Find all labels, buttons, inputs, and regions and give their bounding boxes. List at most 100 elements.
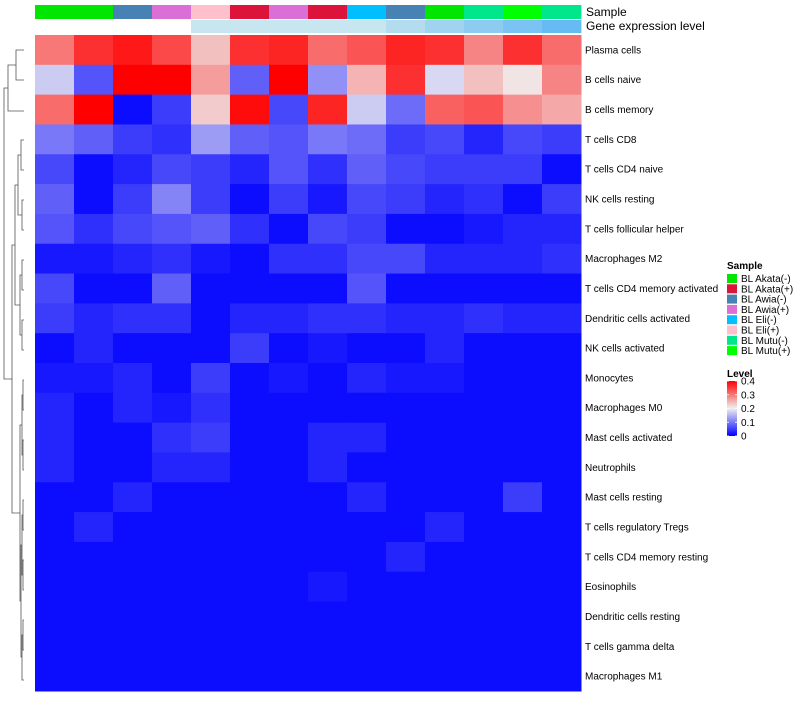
level-color-bar <box>727 381 737 436</box>
heatmap-cell <box>269 541 309 573</box>
heatmap-cell <box>425 154 465 185</box>
heatmap-cells <box>35 35 582 692</box>
heatmap-cell <box>503 94 543 125</box>
heatmap-cell <box>503 303 543 334</box>
heatmap-cell <box>230 303 270 334</box>
heatmap-cell <box>269 482 309 513</box>
heatmap-cell <box>152 124 192 155</box>
heatmap-cell <box>542 35 582 66</box>
heatmap-cell <box>35 124 75 155</box>
sample-annotation-cell <box>425 5 465 19</box>
heatmap-cell <box>191 422 231 453</box>
sample-legend-swatch <box>727 315 737 325</box>
heatmap-cell <box>191 94 231 125</box>
sample-legend-label: BL Awia(+) <box>741 305 789 316</box>
heatmap-cell <box>425 213 465 245</box>
row-label: T cells follicular helper <box>585 224 684 235</box>
heatmap-cell <box>386 452 426 483</box>
row-label: Eosinophils <box>585 582 636 593</box>
heatmap-cell <box>35 422 75 453</box>
heatmap-cell <box>152 35 192 66</box>
heatmap-cell <box>113 631 153 662</box>
heatmap-cell <box>464 363 504 394</box>
heatmap-cell <box>542 64 582 96</box>
sample-annotation-cell <box>308 5 348 19</box>
heatmap-cell <box>308 154 348 185</box>
heatmap-cell <box>269 422 309 453</box>
heatmap-cell <box>386 154 426 185</box>
heatmap-cell <box>503 35 543 66</box>
heatmap-cell <box>191 64 231 96</box>
heatmap-cell <box>347 273 387 304</box>
heatmap-cell <box>425 601 465 632</box>
heatmap-cell <box>74 363 114 394</box>
heatmap-cell <box>152 452 192 483</box>
sample-annotation-cell <box>113 5 153 19</box>
heatmap-cell <box>191 154 231 185</box>
heatmap-cell <box>152 333 192 364</box>
heatmap-cell <box>230 422 270 453</box>
heatmap-cell <box>542 661 582 692</box>
sample-legend-swatch <box>727 294 737 304</box>
heatmap-cell <box>35 243 75 275</box>
heatmap-cell <box>308 452 348 483</box>
heatmap-cell <box>269 35 309 66</box>
heatmap-cell <box>269 184 309 215</box>
sample-legend-swatch <box>727 325 737 335</box>
heatmap-cell <box>308 422 348 453</box>
heatmap-cell <box>230 124 270 155</box>
heatmap-cell <box>464 631 504 662</box>
legend: Sample BL Akata(-)BL Akata(+)BL Awia(-)B… <box>727 261 793 443</box>
heatmap-cell <box>113 363 153 394</box>
heatmap-cell <box>464 303 504 334</box>
level-legend-title: Level <box>727 369 753 380</box>
heatmap-cell <box>152 661 192 692</box>
row-label: T cells CD4 memory resting <box>585 552 708 563</box>
expression-annotation-cell <box>269 20 309 33</box>
heatmap-cell <box>74 243 114 275</box>
heatmap-cell <box>386 94 426 125</box>
heatmap-cell <box>503 64 543 96</box>
expression-annotation-cell <box>35 20 75 33</box>
heatmap-cell <box>347 213 387 245</box>
heatmap-cell <box>113 333 153 364</box>
heatmap-cell <box>230 273 270 304</box>
heatmap-cell <box>386 124 426 155</box>
heatmap-cell <box>269 631 309 662</box>
heatmap-cell <box>35 363 75 394</box>
heatmap-cell <box>113 392 153 424</box>
heatmap-cell <box>386 482 426 513</box>
heatmap-cell <box>425 243 465 275</box>
heatmap-cell <box>152 184 192 215</box>
heatmap-cell <box>35 333 75 364</box>
expression-annotation-cell <box>542 20 582 33</box>
heatmap-cell <box>269 333 309 364</box>
heatmap-cell <box>503 213 543 245</box>
heatmap-cell <box>542 213 582 245</box>
heatmap-cell <box>191 512 231 543</box>
heatmap-cell <box>191 35 231 66</box>
heatmap-cell <box>113 35 153 66</box>
heatmap-cell <box>74 631 114 662</box>
heatmap-cell <box>191 184 231 215</box>
heatmap-cell <box>542 512 582 543</box>
heatmap-cell <box>269 512 309 543</box>
heatmap-cell <box>113 124 153 155</box>
sample-annotation-cell <box>503 5 543 19</box>
row-label: Dendritic cells activated <box>585 314 690 325</box>
heatmap-cell <box>464 35 504 66</box>
row-label: Mast cells activated <box>585 433 672 444</box>
heatmap-cell <box>503 333 543 364</box>
heatmap-cell <box>308 482 348 513</box>
expression-annotation-label: Gene expression level <box>586 19 705 33</box>
heatmap-cell <box>542 243 582 275</box>
heatmap-cell <box>74 422 114 453</box>
heatmap-cell <box>113 512 153 543</box>
heatmap-cell <box>464 64 504 96</box>
sample-annotation-cell <box>464 5 504 19</box>
heatmap-cell <box>74 601 114 632</box>
heatmap-cell <box>386 243 426 275</box>
heatmap-cell <box>152 512 192 543</box>
sample-legend-swatch <box>727 304 737 314</box>
